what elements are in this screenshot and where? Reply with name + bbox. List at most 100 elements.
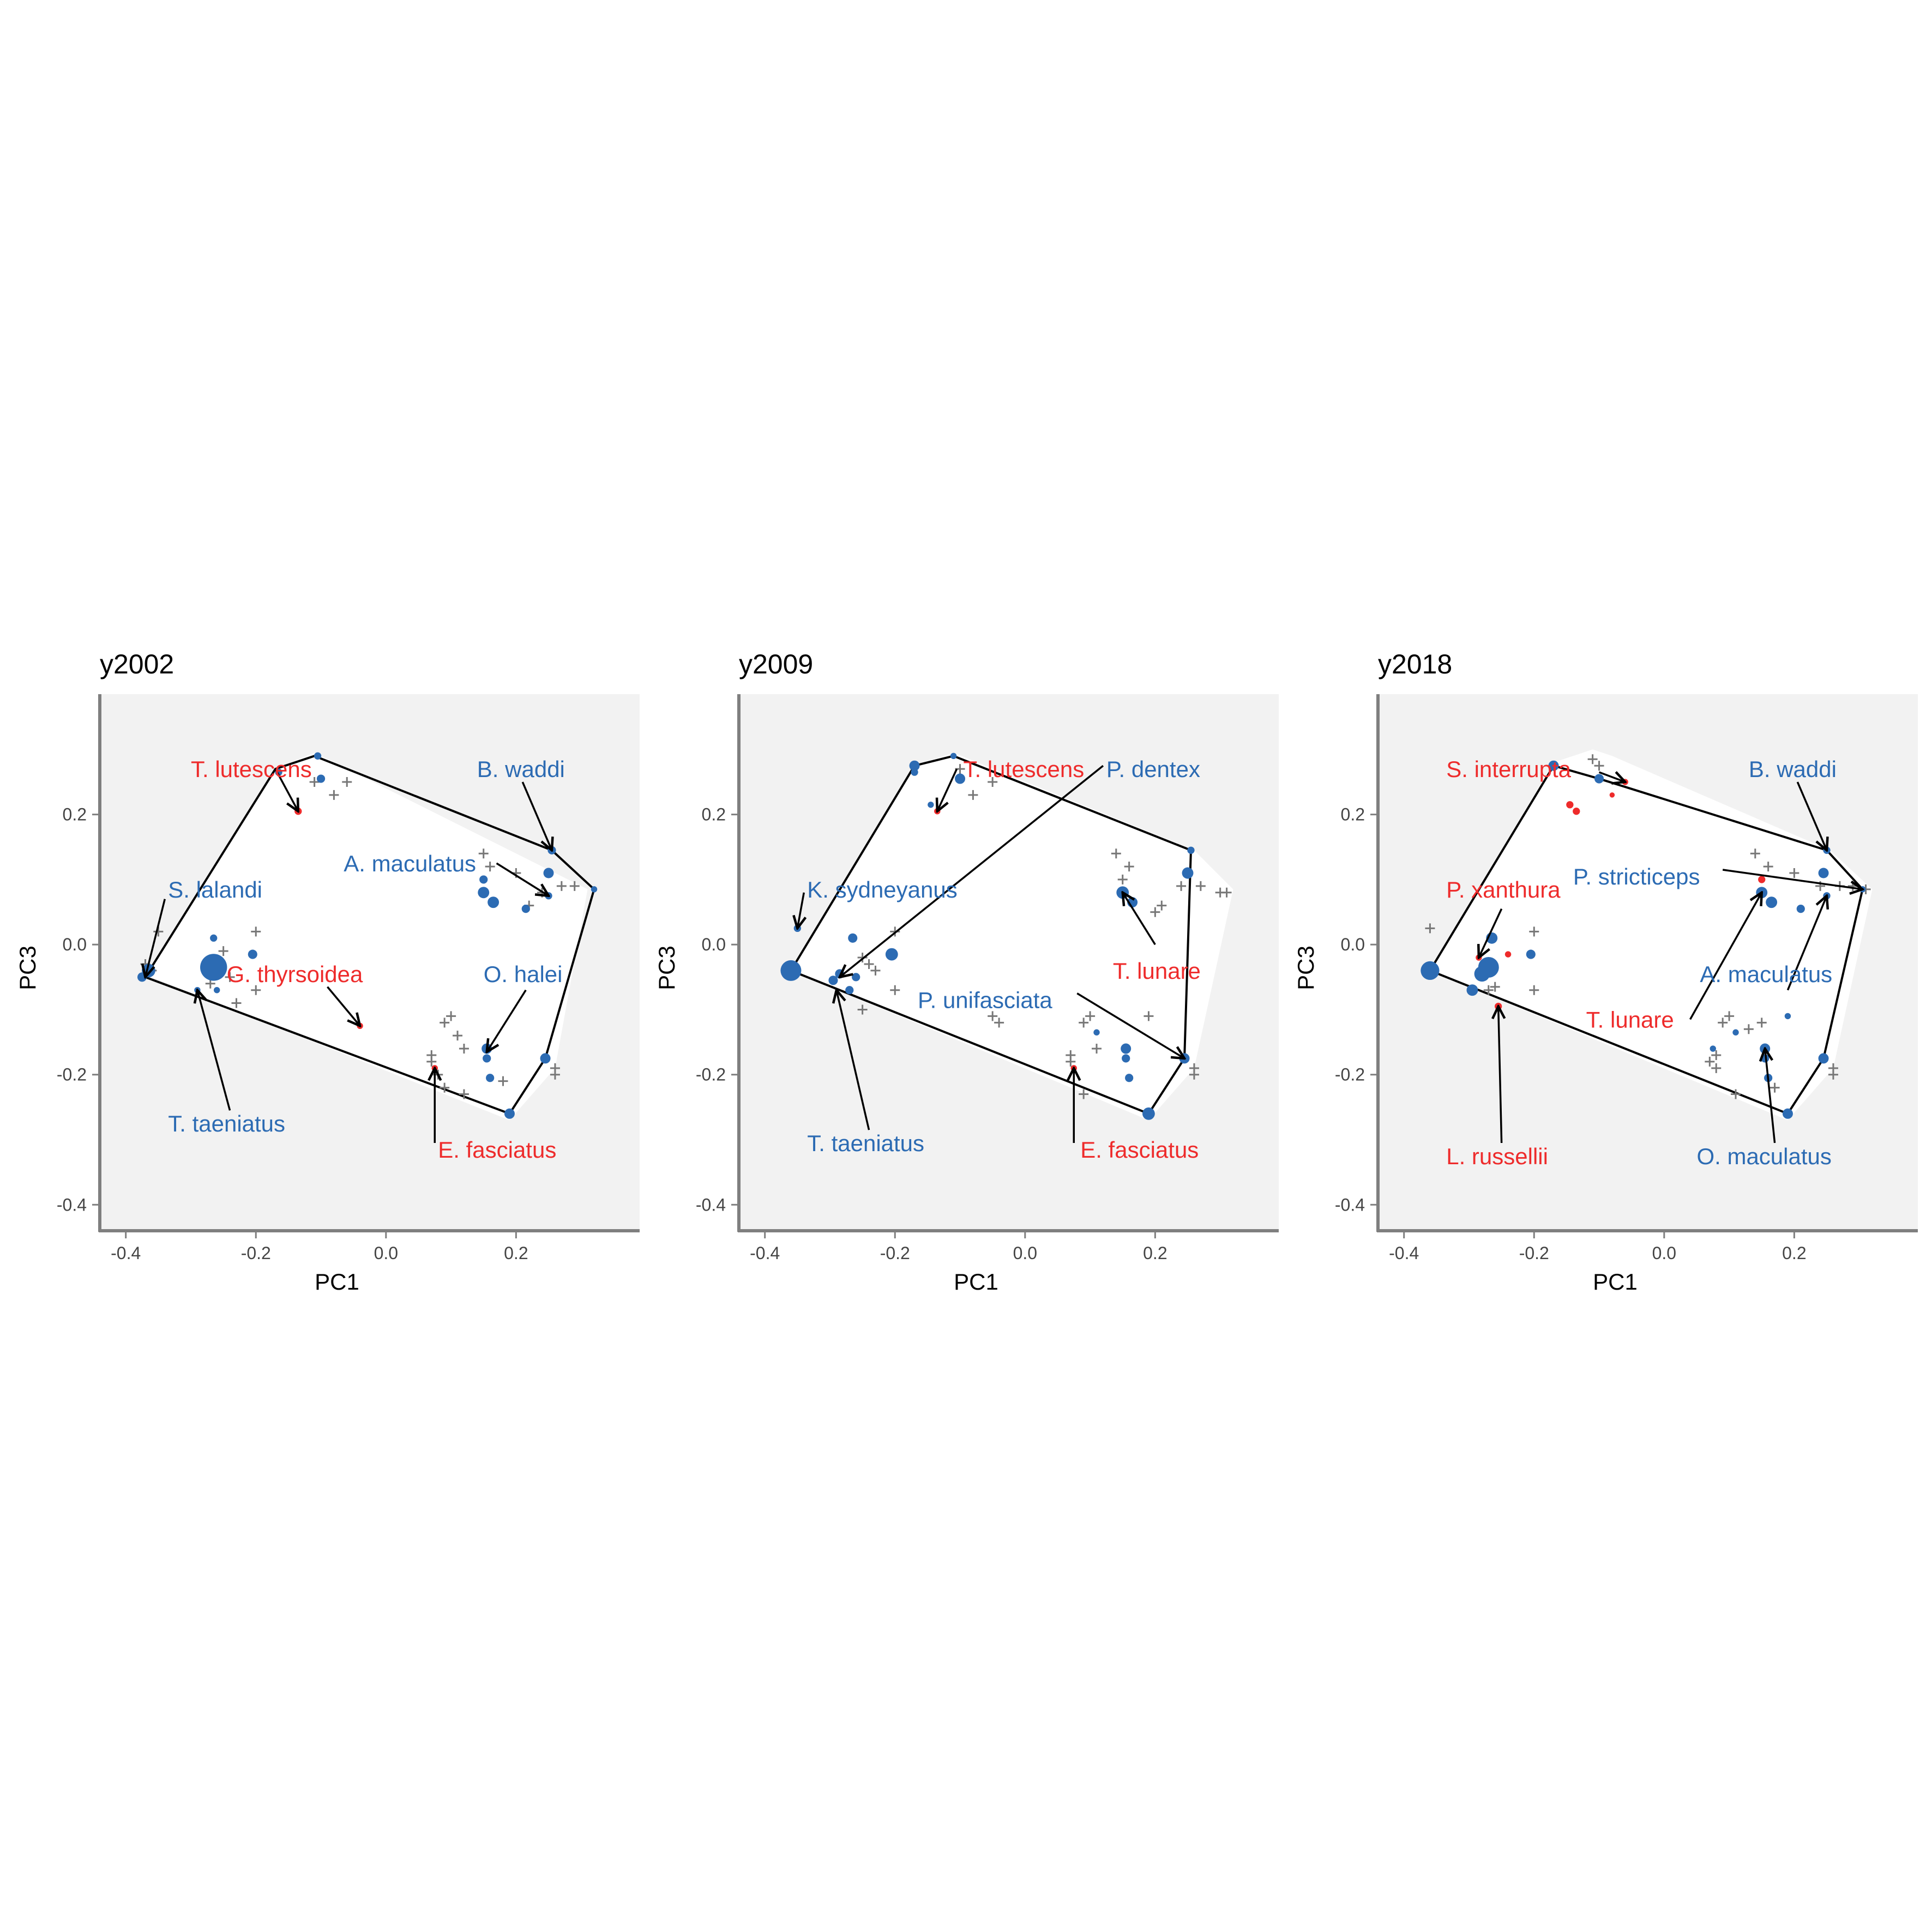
y-tick-label: -0.2 — [57, 1065, 87, 1085]
label-arrow — [937, 768, 958, 811]
data-point — [1710, 1045, 1716, 1052]
data-point — [547, 846, 556, 854]
data-point — [950, 753, 957, 760]
species-label: B. waddi — [1749, 756, 1837, 782]
cross-mark — [1189, 1069, 1199, 1080]
x-axis-title: PC1 — [315, 1269, 359, 1295]
label-arrow — [1786, 896, 1827, 991]
data-point — [543, 868, 554, 878]
cross-mark — [1079, 1089, 1089, 1099]
data-point — [504, 1108, 515, 1119]
data-point — [780, 960, 802, 981]
cross-mark — [968, 790, 978, 800]
x-axis-title: PC1 — [954, 1269, 998, 1295]
species-label: E. fasciatus — [438, 1137, 556, 1163]
data-point — [1421, 961, 1440, 980]
y-tick-label: 0.2 — [1341, 805, 1365, 824]
data-point — [210, 934, 218, 942]
label-arrow — [1722, 869, 1862, 889]
data-point — [1766, 896, 1778, 908]
cross-mark — [1828, 1069, 1838, 1080]
y-tick-label: -0.4 — [57, 1195, 87, 1214]
data-point — [478, 887, 490, 899]
species-label: O. halei — [484, 961, 563, 987]
cross-mark — [1731, 1089, 1741, 1099]
data-point — [1093, 1029, 1100, 1036]
data-point — [828, 976, 838, 985]
data-point — [1474, 966, 1490, 982]
cross-mark — [1490, 982, 1500, 992]
cross-mark — [1221, 887, 1232, 898]
cross-mark — [1124, 862, 1134, 872]
data-point — [1818, 1053, 1829, 1064]
data-point — [1526, 949, 1536, 959]
cross-mark — [864, 959, 874, 969]
data-point — [911, 768, 918, 776]
panel-y2009: T. lutescens P. dentex K. sydneyanus T. lun… — [654, 649, 1279, 1295]
cross-mark — [1789, 868, 1799, 878]
data-point — [487, 896, 499, 908]
data-point — [1732, 1029, 1739, 1036]
cross-mark — [1117, 874, 1128, 884]
x-tick-label: -0.2 — [880, 1243, 910, 1263]
y-tick-label: 0.2 — [702, 805, 726, 824]
species-label: T. taeniatus — [807, 1130, 924, 1156]
y-tick-label: 0.0 — [63, 935, 87, 954]
data-point — [521, 905, 530, 913]
cross-mark — [309, 777, 320, 787]
species-label: S. interrupta — [1446, 756, 1571, 782]
x-tick-label: -0.4 — [111, 1243, 141, 1263]
species-label: A. maculatus — [344, 851, 476, 876]
cross-mark — [569, 881, 580, 891]
cross-mark — [1079, 1018, 1089, 1028]
cross-mark — [1763, 862, 1773, 872]
panel-y2018: S. interrupta B. waddi P. xanthura P. stric… — [1293, 649, 1918, 1295]
species-label: E. fasciatus — [1080, 1137, 1199, 1163]
x-tick-label: -0.2 — [241, 1243, 271, 1263]
x-tick-label: 0.2 — [1782, 1243, 1806, 1263]
data-point — [1548, 760, 1559, 771]
cross-mark — [1529, 926, 1539, 937]
data-point — [955, 773, 966, 784]
species-label: T. lutescens — [191, 756, 312, 782]
species-label: A. maculatus — [1700, 961, 1832, 987]
cross-mark — [1711, 1063, 1722, 1073]
data-point — [1122, 1054, 1130, 1063]
data-point — [314, 752, 322, 760]
data-point — [483, 1054, 491, 1063]
cross-mark — [1587, 754, 1598, 765]
outer-hull-area — [145, 753, 594, 1121]
data-point — [540, 1053, 551, 1064]
data-point — [1573, 808, 1580, 815]
data-point — [486, 1074, 495, 1082]
data-point — [200, 954, 227, 981]
panel-y2002: T. lutescens B. waddi A. maculatus S. lalan… — [15, 649, 640, 1295]
x-tick-label: 0.0 — [374, 1243, 398, 1263]
cross-mark — [1195, 881, 1206, 891]
cross-mark — [426, 1056, 437, 1067]
label-arrow — [1598, 772, 1626, 782]
cross-mark — [870, 965, 881, 976]
species-label: G. thyrsoidea — [227, 961, 363, 987]
cross-mark — [988, 777, 998, 787]
y-axis-title: PC3 — [1293, 946, 1319, 990]
label-arrow — [487, 989, 527, 1052]
cross-mark — [1092, 1044, 1102, 1054]
y-tick-label: -0.4 — [1335, 1195, 1365, 1214]
cross-mark — [1111, 848, 1121, 859]
species-label: P. xanthura — [1446, 877, 1561, 902]
data-point — [1142, 1107, 1155, 1120]
data-point — [909, 760, 920, 771]
data-point — [1823, 892, 1831, 900]
species-label: T. lunare — [1586, 1007, 1674, 1032]
cross-mark — [218, 946, 228, 956]
cross-mark — [857, 953, 868, 963]
x-tick-label: 0.0 — [1652, 1243, 1676, 1263]
data-point — [1594, 774, 1604, 784]
cross-mark — [459, 1044, 469, 1054]
data-point — [1818, 868, 1829, 878]
data-point — [845, 986, 854, 995]
label-arrow — [836, 990, 870, 1130]
cross-mark — [1743, 1024, 1754, 1034]
